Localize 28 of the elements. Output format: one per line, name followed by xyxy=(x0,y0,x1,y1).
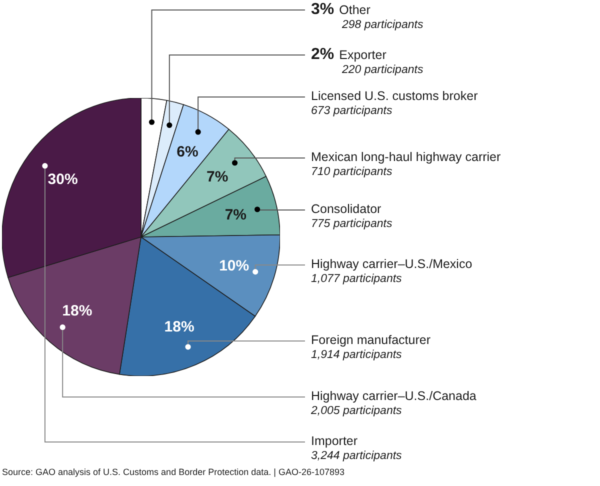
data-label: 18% xyxy=(62,302,92,320)
text: 3,244 participants xyxy=(311,449,402,464)
source-note: Source: GAO analysis of U.S. Customs and Border Protection data. | GAO-26-107893 xyxy=(2,467,345,477)
data-label: 7% xyxy=(224,206,247,224)
data-label: 10% xyxy=(219,257,250,274)
data-label: 6% xyxy=(176,144,198,161)
text: 220 participants xyxy=(341,63,424,78)
text: 2,005 participants xyxy=(311,404,403,419)
text: 673 participants xyxy=(311,104,394,119)
text: 1,077 participants xyxy=(311,272,403,287)
slice-label: Consolidator xyxy=(311,202,382,216)
slice-label: Exporter xyxy=(339,48,386,62)
slice-label: Highway carrier–U.S./Mexico xyxy=(311,257,472,271)
slice-label: Foreign manufacturer xyxy=(311,333,431,347)
data-label: 18% xyxy=(164,318,194,336)
slice-label: Importer xyxy=(311,434,358,448)
text: 1,914 participants xyxy=(311,348,403,363)
text: 298 participants xyxy=(341,18,424,33)
slice-label: Highway carrier–U.S./Canada xyxy=(311,389,476,403)
data-label: 2% xyxy=(311,46,334,63)
slice-label: Mexican long-haul highway carrier xyxy=(311,150,501,164)
data-label: 30% xyxy=(48,171,78,188)
slice-label: Other xyxy=(339,3,370,17)
data-label: 3% xyxy=(311,1,334,18)
slice-label: Licensed U.S. customs broker xyxy=(311,89,478,103)
data-label: 7% xyxy=(206,168,228,186)
text: 710 participants xyxy=(311,165,394,180)
text: 775 participants xyxy=(311,217,392,232)
